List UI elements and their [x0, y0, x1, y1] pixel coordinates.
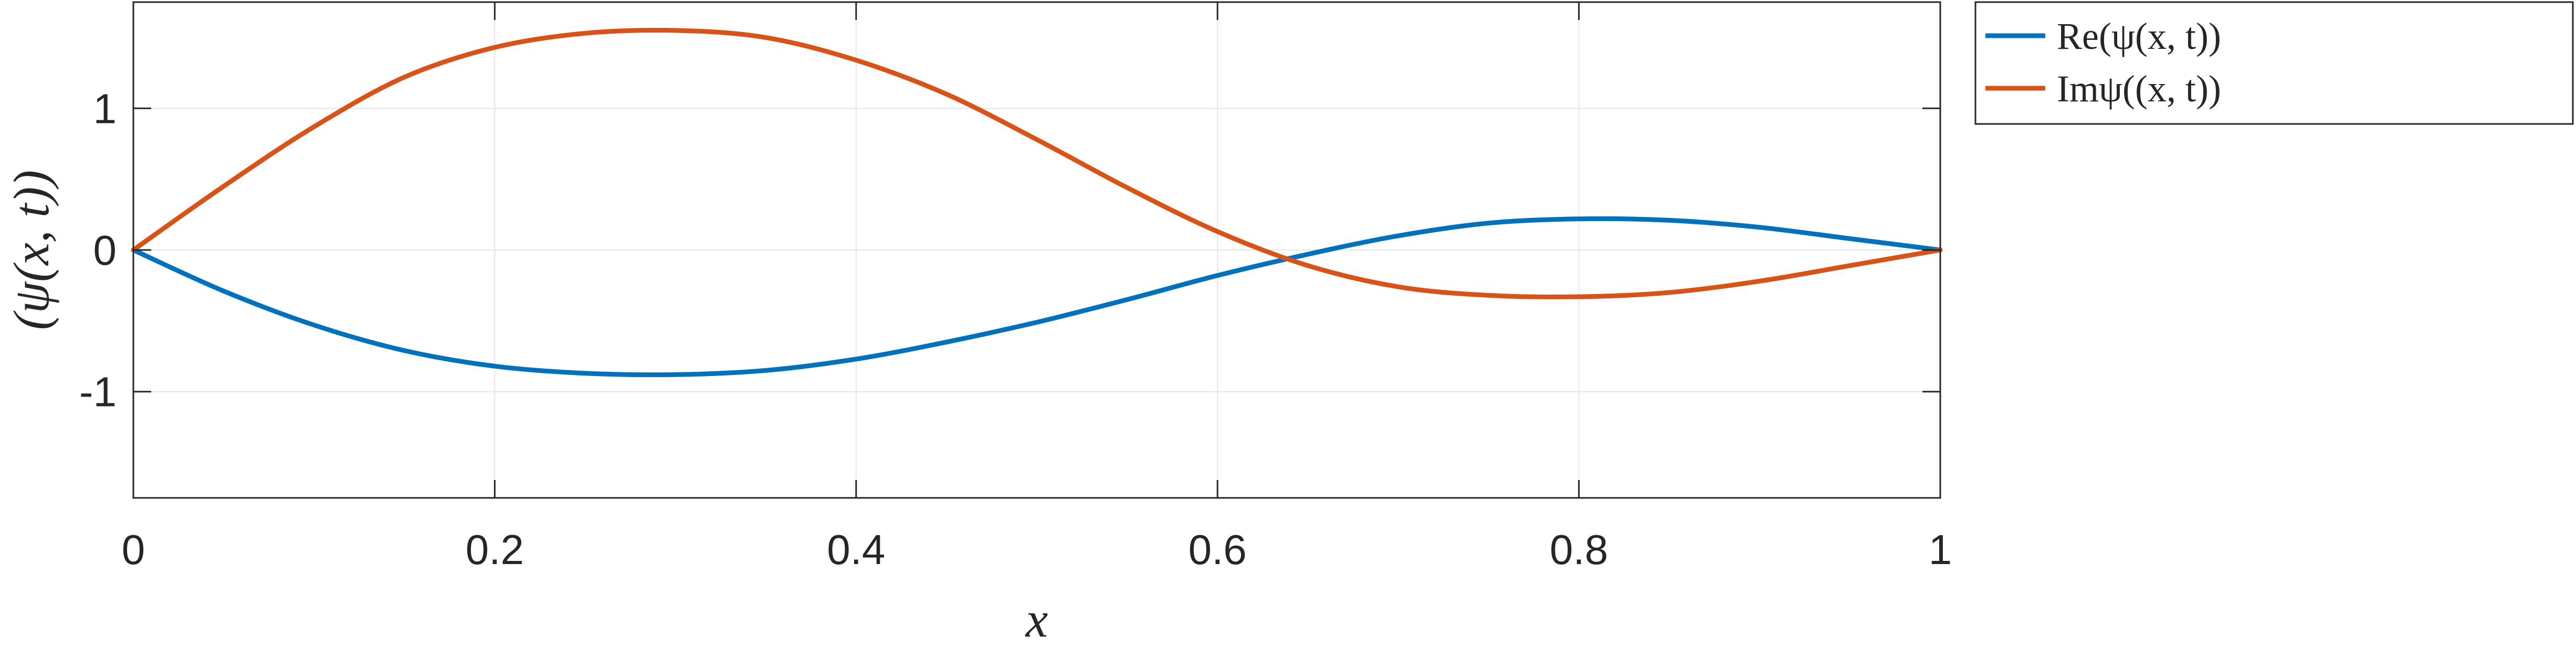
x-tick-label: 1	[1929, 526, 1952, 573]
y-tick-label: 1	[93, 85, 117, 132]
x-tick-label: 0.8	[1550, 526, 1608, 573]
x-tick-label: 0.2	[466, 526, 524, 573]
ticks: 0 0.2 0.4 0.6 0.8 1 1 0 -1	[79, 2, 1952, 573]
y-tick-label: -1	[79, 369, 117, 415]
legend-label: Imψ((x, t))	[2057, 68, 2221, 110]
legend-box	[1974, 1, 2574, 125]
x-tick-label: 0.4	[827, 526, 885, 573]
legend: Re(ψ(x, t)) Imψ((x, t))	[1974, 1, 2574, 125]
series-line-imag	[131, 27, 1943, 299]
x-axis-label: x	[1025, 591, 1048, 643]
series-group	[131, 27, 1943, 378]
y-tick-label: 0	[93, 227, 117, 274]
y-axis-label: (ψ(x, t))	[3, 170, 59, 330]
legend-label: Re(ψ(x, t))	[2057, 15, 2221, 57]
series-line-real	[131, 216, 1943, 378]
x-tick-label: 0.6	[1189, 526, 1247, 573]
x-tick-label: 0	[122, 526, 145, 573]
